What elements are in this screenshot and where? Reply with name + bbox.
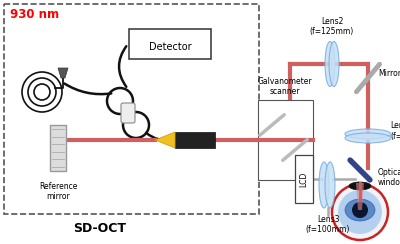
Text: 930 nm: 930 nm — [10, 8, 59, 21]
Ellipse shape — [329, 41, 339, 87]
Text: Optical
window: Optical window — [378, 168, 400, 187]
Bar — [175, 132, 215, 148]
Bar — [50, 125, 66, 171]
Bar — [295, 155, 313, 203]
FancyBboxPatch shape — [121, 103, 135, 123]
Ellipse shape — [319, 162, 329, 208]
Bar — [258, 100, 313, 180]
Text: Lens1
(f=100mm): Lens1 (f=100mm) — [390, 121, 400, 141]
Text: LCD: LCD — [300, 171, 308, 187]
Ellipse shape — [345, 199, 375, 221]
FancyBboxPatch shape — [129, 29, 211, 59]
Polygon shape — [58, 68, 68, 78]
Ellipse shape — [325, 41, 335, 87]
Text: SD-OCT: SD-OCT — [74, 222, 126, 235]
Polygon shape — [356, 183, 364, 210]
Ellipse shape — [345, 129, 391, 139]
Circle shape — [352, 202, 368, 218]
Text: Detector: Detector — [149, 42, 191, 52]
Text: Mirror: Mirror — [378, 70, 400, 79]
Ellipse shape — [325, 162, 335, 208]
Circle shape — [338, 190, 382, 234]
Text: Lens3
(f=100mm): Lens3 (f=100mm) — [306, 215, 350, 234]
Text: Reference
mirror: Reference mirror — [39, 182, 77, 201]
Text: Lens2
(f=125mm): Lens2 (f=125mm) — [310, 17, 354, 36]
Circle shape — [122, 107, 134, 119]
Polygon shape — [155, 132, 175, 148]
Circle shape — [332, 184, 388, 240]
Ellipse shape — [345, 133, 391, 143]
Text: Galvanometer
scanner: Galvanometer scanner — [258, 77, 312, 96]
Ellipse shape — [349, 182, 371, 190]
